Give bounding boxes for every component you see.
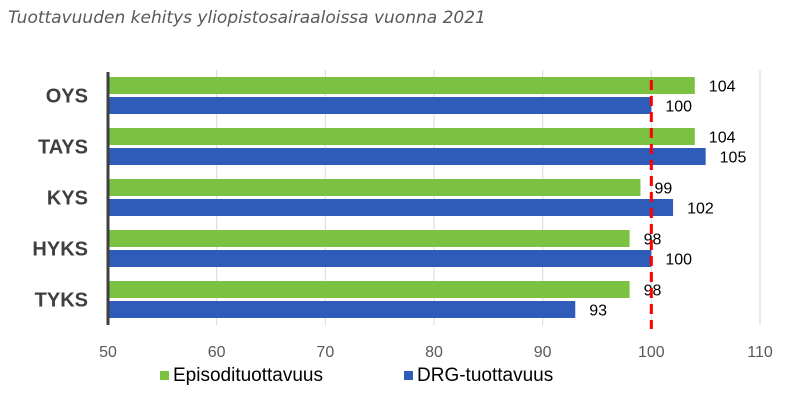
category-label-oys: OYS <box>46 86 88 108</box>
data-label-oys-episodi: 104 <box>709 79 736 96</box>
bar-tyks-episodi <box>108 281 630 298</box>
bar-tays-episodi <box>108 128 695 145</box>
category-label-hyks: HYKS <box>32 239 88 261</box>
category-label-kys: KYS <box>47 188 88 210</box>
data-label-tays-episodi: 104 <box>709 130 736 147</box>
x-tick-label-90: 90 <box>534 344 552 361</box>
legend-swatch-episodi <box>160 371 169 380</box>
bar-tyks-drg <box>108 301 576 318</box>
x-tick-label-110: 110 <box>747 344 773 361</box>
bar-hyks-episodi <box>108 230 630 247</box>
bar-kys-episodi <box>108 179 641 196</box>
x-tick-label-50: 50 <box>99 344 117 361</box>
data-label-tays-drg: 105 <box>720 150 747 167</box>
legend-label-episodi: Episodituottavuus <box>173 365 323 386</box>
bar-tays-drg <box>108 148 706 165</box>
data-label-kys-drg: 102 <box>687 201 714 218</box>
category-label-tays: TAYS <box>38 137 88 159</box>
data-label-tyks-drg: 93 <box>589 303 607 320</box>
data-label-kys-episodi: 99 <box>654 181 672 198</box>
legend-label-drg: DRG-tuottavuus <box>417 365 553 386</box>
bar-hyks-drg <box>108 250 652 267</box>
category-label-tyks: TYKS <box>35 290 88 312</box>
chart-title: Tuottavuuden kehitys yliopistosairaalois… <box>8 8 486 28</box>
data-label-hyks-drg: 100 <box>665 252 692 269</box>
data-label-oys-drg: 100 <box>665 99 692 116</box>
x-tick-label-80: 80 <box>425 344 443 361</box>
x-tick-label-70: 70 <box>316 344 334 361</box>
bar-oys-drg <box>108 97 652 114</box>
bar-oys-episodi <box>108 77 695 94</box>
legend-swatch-drg <box>404 371 413 380</box>
bar-kys-drg <box>108 199 674 216</box>
x-tick-label-60: 60 <box>208 344 226 361</box>
x-tick-label-100: 100 <box>638 344 665 361</box>
